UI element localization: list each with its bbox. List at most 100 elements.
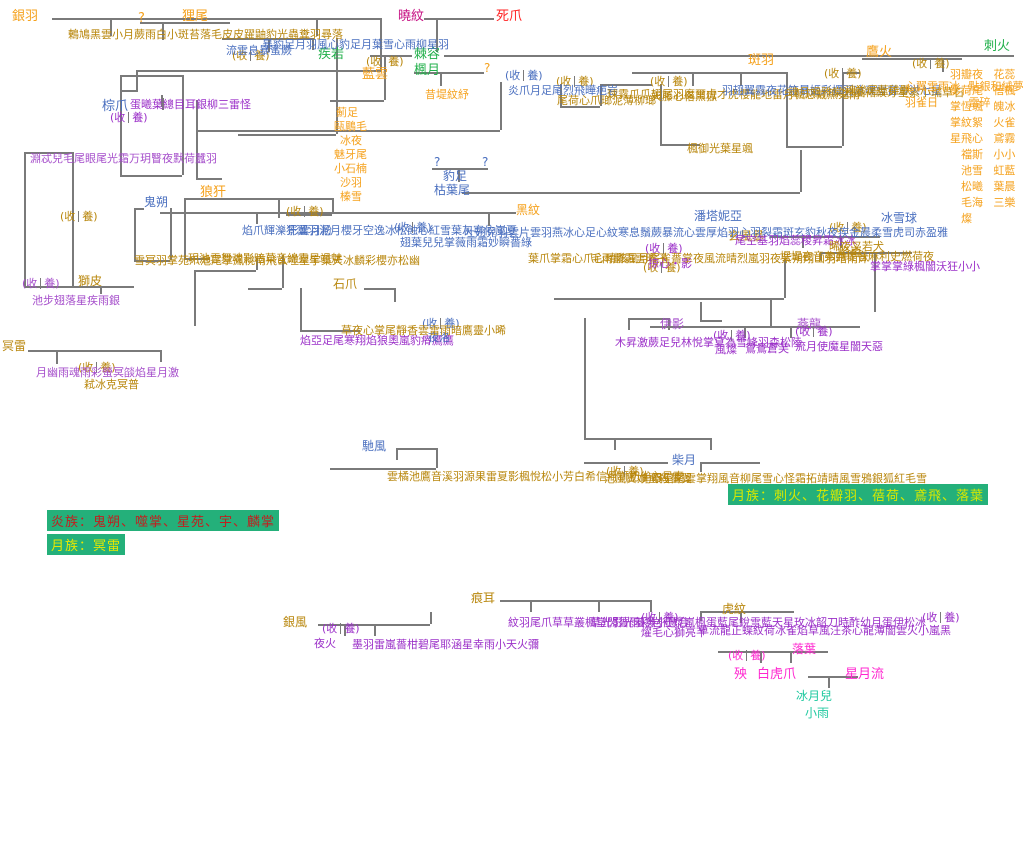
name-column[interactable]: 櫻龍地雷月楓惡戴黑鬼雨	[739, 88, 860, 101]
name-column[interactable]: 稷昇霜冰冰	[801, 234, 856, 247]
node-bingxueqiu[interactable]: 冰雪球	[881, 211, 918, 225]
node-cihuo[interactable]: 刺火	[984, 39, 1011, 54]
name-column[interactable]: 光影光羞	[601, 616, 645, 629]
name-column[interactable]: 掌掌掌綠楓	[870, 260, 925, 273]
node-chaiyue[interactable]: 柴月	[672, 453, 697, 467]
name-column[interactable]: 心翼雪雨冰羽雀日	[905, 80, 960, 109]
name-column[interactable]: 霧爪瓜翅尾羽魔爾虎才虎	[618, 88, 739, 101]
name-column[interactable]: 昇激蕨足兒林悅掌	[626, 336, 714, 349]
name-column[interactable]: 冥燄焰星月激	[113, 366, 179, 379]
name-column[interactable]: 翼霧夜花笛暴姬彩擇	[744, 84, 843, 97]
name-column[interactable]: 冰夜	[340, 134, 362, 147]
node-cirong[interactable]: 棘容	[414, 47, 441, 62]
name-column[interactable]: 鴛鴦	[745, 342, 767, 355]
name-column[interactable]: 羽翅	[722, 84, 744, 97]
name-column[interactable]: 雲橘池	[387, 470, 420, 483]
name-xuanfengbao[interactable]: 玄風暴	[728, 229, 765, 243]
name-column[interactable]: 翅兒羽雲片雲羽	[475, 226, 552, 239]
name-column[interactable]: 池風	[604, 472, 626, 485]
name-column[interactable]: 毛皮皮躍鼬豹光蟲糞羽尋落	[211, 28, 343, 41]
name-column[interactable]: 雷雨暗鷹靈小晞	[429, 324, 506, 337]
node-huwen[interactable]: 虎紋	[722, 602, 747, 616]
name-column[interactable]: 毛雨麟	[591, 252, 624, 265]
name-column[interactable]: 星颯魅	[309, 252, 342, 265]
name-column[interactable]: 冰松蝕心紅雪葉灰寧依嵐夏	[385, 224, 517, 237]
name-column[interactable]: 焰亞足尾寒翔焰	[300, 334, 377, 347]
node-liwei[interactable]: 狸尾	[182, 9, 209, 24]
name-column[interactable]: 流晴烈嵐羽夜紫朔翔山羽暗雨沐	[715, 252, 869, 265]
name-column[interactable]: 忒兒毛尾眼尾光霜	[41, 152, 129, 165]
name-column[interactable]: 沙羽	[340, 176, 362, 189]
name-column[interactable]: 翅葉	[400, 236, 422, 249]
node-baozu[interactable]: 豹足	[443, 169, 468, 183]
name-column[interactable]: 烈飛曄疤岩	[563, 84, 618, 97]
name-column[interactable]: 甌鵰毛	[334, 120, 367, 133]
name-column[interactable]: 葉爪掌	[528, 252, 561, 265]
node-shu[interactable]: 殃	[734, 667, 748, 682]
name-column[interactable]: 淵	[30, 152, 41, 165]
node-kuyewei[interactable]: 枯葉尾	[434, 183, 471, 197]
name-column[interactable]: 月粉	[310, 224, 332, 237]
name-column[interactable]: 殺薔翼	[659, 472, 692, 485]
name-pantanniya[interactable]: 潘塔妮亞	[694, 209, 743, 223]
name-column[interactable]: 尾	[735, 234, 746, 247]
node-yanlong[interactable]: 燕龍	[797, 317, 822, 331]
name-column[interactable]: 尾荷心爪瑯	[557, 94, 612, 107]
name-column[interactable]: 燕冰心足心紋寒息鬚蕨暴流心雲厚焰羽心	[552, 226, 750, 239]
name-column[interactable]: 瓣夜荷尾恆颯紋絮飛心襠斯池雪松曦毛海燦	[961, 68, 983, 225]
node-fengyue[interactable]: 楓月	[414, 63, 441, 78]
name-column[interactable]: 草	[590, 616, 601, 629]
name-xiaoyu[interactable]: 小雨	[805, 706, 830, 720]
name-column[interactable]: 小石楠	[334, 162, 367, 175]
node-xiaowen[interactable]: 曉紋	[398, 9, 425, 24]
name-column[interactable]: 天藤心	[651, 90, 684, 103]
name-column[interactable]: 叢楓堂閃薔雨彩岩征漿嵐楓蛋藍尾銳	[574, 616, 750, 629]
node-yinghuo[interactable]: 鷹火	[866, 45, 893, 60]
name-column[interactable]: 空基羽焰蕊	[746, 234, 801, 247]
name-column[interactable]: 羽冰魂雪音沙洪七星	[843, 84, 942, 97]
name-column[interactable]: 弒	[84, 378, 95, 391]
node-chifeng[interactable]: 馳風	[362, 439, 387, 453]
name-yehuo[interactable]: 夜火	[314, 637, 336, 650]
name-column[interactable]: 獅亮芊	[674, 626, 707, 639]
name-column[interactable]: 霜雪晞子	[624, 252, 668, 265]
name-column[interactable]: 翼嫡蜜	[626, 472, 659, 485]
node-guishuo[interactable]: 鬼朔	[144, 195, 169, 209]
name-column[interactable]: 花蕊蓓楓魄冰火雀鳶霧小小虹藍葉晨三樂	[993, 68, 1016, 209]
name-column[interactable]: 羽影掌掌星	[950, 68, 961, 145]
node-minglei[interactable]: 冥雷	[2, 339, 27, 353]
node-lanyun-2[interactable]: 藍雲	[362, 67, 389, 82]
name-column[interactable]: 木	[615, 336, 626, 349]
name-column[interactable]: 羽雷嵐薔柑碧尾耶	[363, 638, 451, 651]
name-column[interactable]: 雪冥羽	[134, 254, 167, 267]
name-column[interactable]: 風心豹足月	[317, 38, 372, 51]
name-column[interactable]: 小芳白希信月獅初雀內星麥	[552, 470, 684, 483]
name-column[interactable]: 鶇鳩黑雲小月蕨雨白小斑苔落	[68, 28, 211, 41]
name-column[interactable]: 魂狻尾	[845, 84, 878, 97]
name-column[interactable]: 墨	[352, 638, 363, 651]
name-column[interactable]: 雅棠池風祐紋牙	[821, 86, 898, 99]
name-column[interactable]: 魅牙尾	[334, 148, 367, 161]
name-column[interactable]: 霜心爪心晴骸風月尾雀薔掌夜風	[561, 252, 715, 265]
name-column[interactable]: 燿毛心	[641, 626, 674, 639]
name-column[interactable]: 霜妙瞬薔綠	[477, 236, 532, 249]
node-yanlan[interactable]: 焰嵐	[838, 245, 863, 259]
name-column[interactable]: 茶心龍薄闇雲火小嵐黑	[841, 624, 951, 637]
name-column[interactable]: 點銀和絨夢雷碎	[968, 80, 1024, 109]
name-column[interactable]: 薊足	[336, 106, 358, 119]
name-column[interactable]: 佫黑獄	[684, 90, 717, 103]
name-column[interactable]: 尾雲掌翔風音柳尾雪心怪霜拓	[674, 472, 817, 485]
node-yinfeng[interactable]: 銀風	[283, 615, 308, 629]
name-lvexinying[interactable]: 掠心・影	[648, 257, 692, 270]
node-banyu[interactable]: 斑羽	[748, 53, 775, 68]
name-column[interactable]: 惠小意合	[645, 616, 689, 629]
name-column[interactable]: 若犬	[862, 240, 884, 253]
name-column[interactable]: 幽雨魂雨彩螢	[47, 366, 113, 379]
name-column[interactable]: 蛋曦葉總目耳	[130, 98, 196, 111]
name-column[interactable]: 紋羽尾爪草草	[508, 616, 574, 629]
node-heiwen[interactable]: 黑紋	[516, 203, 541, 217]
name-column[interactable]: 昔堤	[425, 88, 447, 101]
name-column[interactable]: 冥普	[117, 378, 139, 391]
name-column[interactable]: 焰爪輝濼犴翼羽泥月櫻牙空逸	[242, 224, 385, 237]
name-column[interactable]: 葉雪心雨柳星羽	[372, 38, 449, 51]
